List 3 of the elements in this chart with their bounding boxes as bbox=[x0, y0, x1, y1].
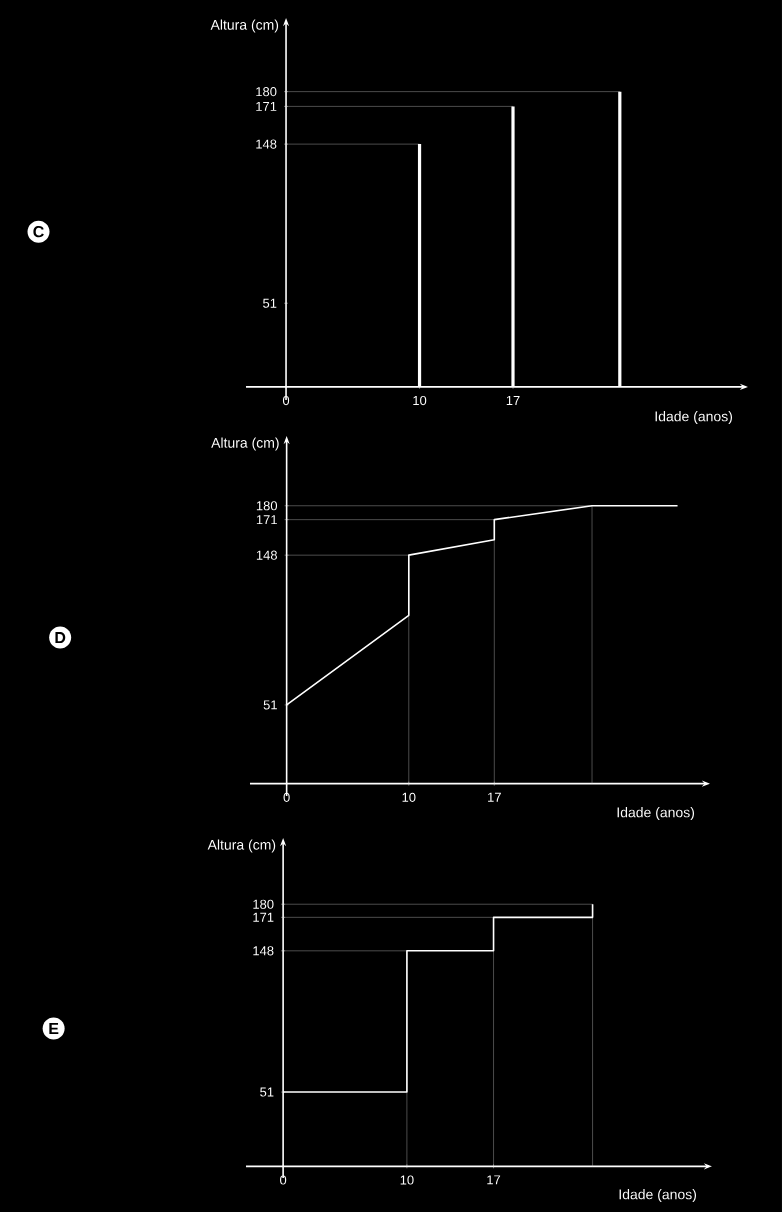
text: D bbox=[55, 632, 66, 644]
text: C bbox=[33, 226, 44, 238]
text: E bbox=[49, 1023, 59, 1035]
